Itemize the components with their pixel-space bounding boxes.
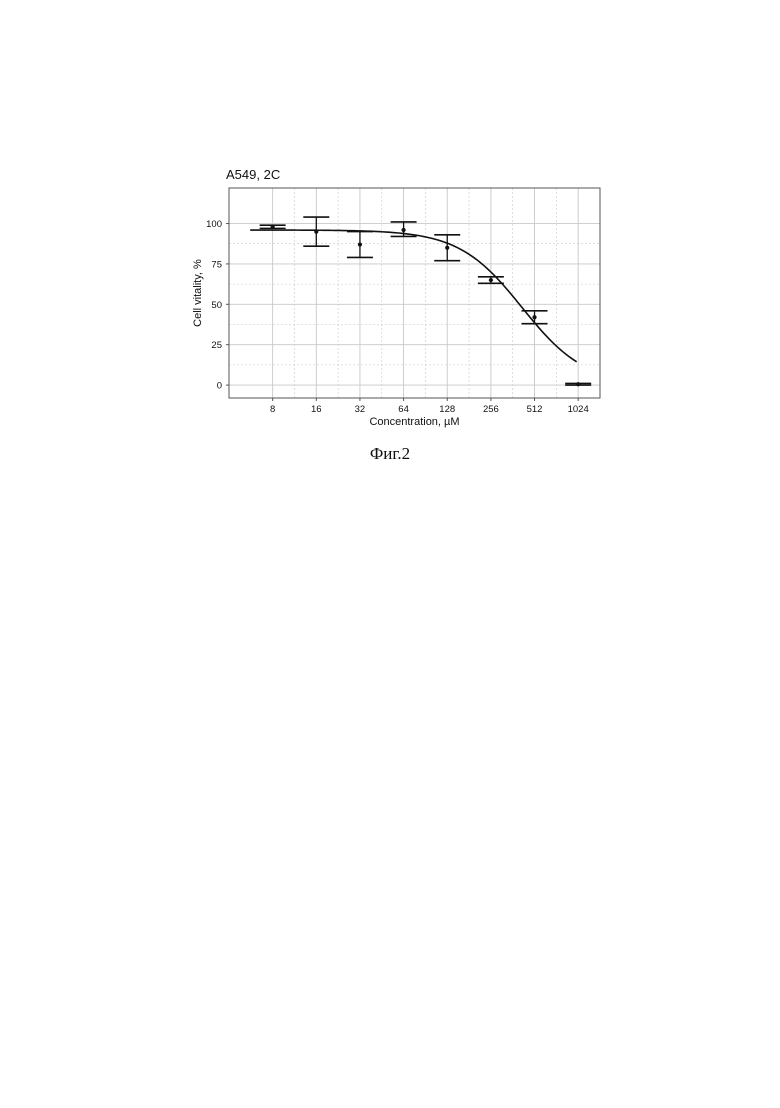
y-axis-label: Cell vitality, %: [192, 259, 204, 327]
y-tick-label: 0: [217, 381, 222, 392]
data-point: [401, 228, 405, 232]
data-point: [576, 382, 580, 386]
x-tick-label: 16: [311, 404, 322, 415]
x-tick-label: 8: [270, 404, 275, 415]
data-point: [489, 278, 493, 282]
data-point: [358, 242, 362, 246]
data-point: [532, 315, 536, 319]
x-tick-label: 32: [355, 404, 366, 415]
data-point: [314, 230, 318, 234]
plot-background: [229, 188, 600, 398]
chart-title: A549, 2C: [226, 167, 280, 182]
x-tick-label: 1024: [568, 404, 589, 415]
y-tick-label: 75: [211, 259, 222, 270]
y-tick-label: 50: [211, 300, 222, 311]
x-tick-label: 64: [398, 404, 409, 415]
x-axis-label: Concentration, µM: [369, 416, 459, 428]
data-point: [445, 246, 449, 250]
figure-caption: Фиг.2: [0, 444, 780, 464]
x-tick-label: 256: [483, 404, 499, 415]
data-point: [271, 225, 275, 229]
y-tick-label: 100: [206, 219, 222, 230]
y-tick-label: 25: [211, 340, 222, 351]
x-tick-label: 512: [527, 404, 543, 415]
x-tick-label: 128: [439, 404, 455, 415]
